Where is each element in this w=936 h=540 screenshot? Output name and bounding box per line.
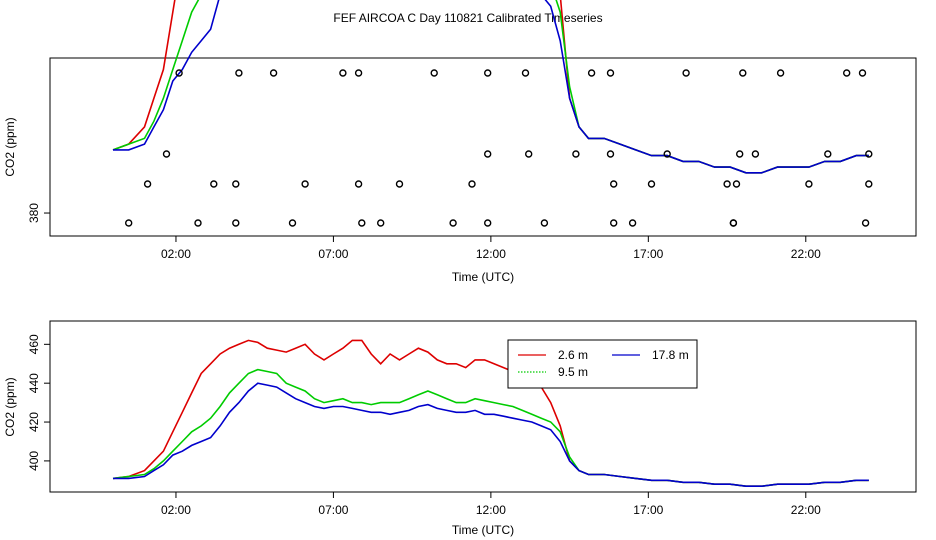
- legend-label-9-5m: 9.5 m: [558, 365, 588, 379]
- top-y-tick-label: 380: [27, 203, 41, 223]
- top-marker-point: [732, 180, 741, 188]
- top-marker-point: [175, 69, 183, 77]
- top-marker-point: [468, 180, 476, 188]
- bottom-panel: 02:00 07:00 12:00 17:00 22:00 400 420 440 460 T…: [3, 320, 917, 537]
- top-marker-point: [805, 180, 813, 188]
- top-marker-point: [736, 150, 744, 158]
- top-marker-point: [124, 219, 133, 227]
- top-marker-point: [647, 180, 656, 188]
- top-marker-point: [377, 219, 385, 227]
- top-marker-point: [610, 180, 618, 188]
- top-series-9-5m-line: [112, 0, 869, 174]
- top-marker-point: [235, 69, 243, 77]
- bottom-x-tick-label: 22:00: [791, 503, 821, 517]
- top-marker-point: [751, 150, 760, 158]
- top-panel: 02:00 07:00 12:00 17:00 22:00 380420460 Time…: [3, 0, 917, 284]
- top-series-2-6m-line: [112, 0, 869, 174]
- top-x-axis: 02:00 07:00 12:00 17:00 22:00: [161, 236, 821, 261]
- top-y-axis: 380420460: [27, 203, 50, 223]
- top-marker-point: [232, 180, 240, 188]
- top-x-tick-label: 22:00: [791, 247, 821, 261]
- bottom-series-17-8m-line: [113, 382, 869, 488]
- top-marker-point: [628, 219, 637, 227]
- top-marker-point: [354, 69, 363, 77]
- top-marker-point: [484, 219, 492, 227]
- top-series-group: [112, 0, 869, 174]
- top-x-tick-label: 12:00: [476, 247, 506, 261]
- bottom-plot-frame: [49, 320, 917, 493]
- top-marker-point: [525, 150, 533, 158]
- bottom-x-tick-label: 17:00: [633, 503, 663, 517]
- chart-title: FEF AIRCOA C Day 110821 Calibrated Times…: [333, 11, 602, 25]
- top-marker-point: [358, 219, 366, 227]
- bottom-y-tick-label: 400: [27, 451, 41, 471]
- top-marker-point: [354, 180, 363, 188]
- legend: 2.6 m 17.8 m 9.5 m: [507, 339, 698, 389]
- top-marker-point: [143, 180, 152, 188]
- top-marker-point: [843, 69, 851, 77]
- bottom-x-tick-label: 12:00: [476, 503, 506, 517]
- top-x-tick-label: 02:00: [161, 247, 191, 261]
- top-marker-point: [194, 219, 202, 227]
- top-marker-point: [723, 180, 731, 188]
- top-marker-point: [430, 69, 438, 77]
- top-marker-point: [606, 150, 615, 158]
- top-marker-point: [858, 69, 867, 77]
- top-marker-point: [301, 180, 309, 188]
- top-x-tick-label: 17:00: [633, 247, 663, 261]
- top-marker-point: [288, 219, 297, 227]
- top-marker-point: [449, 219, 457, 227]
- top-marker-point: [484, 69, 492, 77]
- top-marker-point: [610, 219, 618, 227]
- top-marker-point: [521, 69, 530, 77]
- top-x-tick-label: 07:00: [318, 247, 348, 261]
- bottom-x-axis: 02:00 07:00 12:00 17:00 22:00: [161, 492, 821, 517]
- top-marker-point: [865, 180, 873, 188]
- top-marker-point: [606, 69, 615, 77]
- top-marker-point: [663, 150, 671, 158]
- top-marker-point: [210, 180, 218, 188]
- bottom-y-tick-label: 440: [27, 373, 41, 393]
- top-marker-point: [861, 219, 870, 227]
- top-marker-point: [739, 69, 747, 77]
- top-series-17-8m-line: [113, 0, 869, 174]
- legend-label-17-8m: 17.8 m: [652, 348, 689, 362]
- bottom-series-group: [112, 339, 869, 488]
- top-marker-point: [540, 219, 549, 227]
- top-marker-point: [339, 69, 347, 77]
- top-plot-frame: [49, 57, 917, 237]
- bottom-x-axis-title: Time (UTC): [452, 523, 514, 537]
- top-marker-point: [729, 219, 738, 227]
- bottom-series-2-6m-line: [112, 339, 869, 488]
- top-marker-point: [269, 69, 278, 77]
- bottom-y-tick-label: 460: [27, 334, 41, 354]
- top-marker-point: [682, 69, 690, 77]
- top-marker-point: [162, 150, 171, 158]
- top-marker-point: [484, 150, 492, 158]
- bottom-x-tick-label: 02:00: [161, 503, 191, 517]
- top-marker-point: [572, 150, 580, 158]
- top-marker-point: [824, 150, 832, 158]
- top-x-axis-title: Time (UTC): [452, 270, 514, 284]
- top-marker-point: [232, 219, 240, 227]
- top-marker-point: [587, 69, 596, 77]
- bottom-y-tick-label: 420: [27, 412, 41, 432]
- top-y-axis-title: CO2 (ppm): [3, 117, 17, 176]
- bottom-y-axis-title: CO2 (ppm): [3, 377, 17, 436]
- legend-label-2-6m: 2.6 m: [558, 348, 588, 362]
- top-marker-group: [124, 69, 873, 227]
- bottom-x-tick-label: 07:00: [318, 503, 348, 517]
- top-marker-point: [395, 180, 404, 188]
- bottom-series-9-5m-line: [112, 368, 869, 488]
- legend-box: [507, 339, 698, 389]
- top-marker-point: [865, 150, 873, 158]
- top-marker-point: [776, 69, 785, 77]
- bottom-y-axis: 400 420 440 460: [27, 334, 50, 471]
